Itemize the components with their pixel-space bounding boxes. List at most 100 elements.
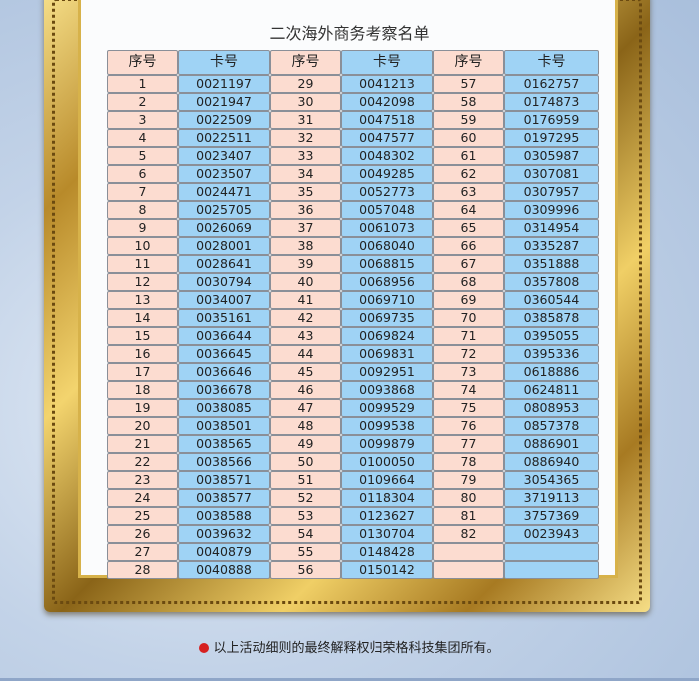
- seq-cell: 27: [107, 543, 178, 561]
- card-number-cell: 0023943: [504, 525, 599, 543]
- table-row: 25 0038588 53 0123627 81 3757369: [107, 507, 599, 525]
- seq-cell: 71: [433, 327, 504, 345]
- seq-cell: 20: [107, 417, 178, 435]
- seq-cell: 54: [270, 525, 341, 543]
- card-number-cell: 0025705: [178, 201, 270, 219]
- table-row: 1 0021197 29 0041213 57 0162757: [107, 75, 599, 93]
- seq-cell: 64: [433, 201, 504, 219]
- table-row: 14 0035161 42 0069735 70 0385878: [107, 309, 599, 327]
- footer-text: 以上活动细则的最终解释权归荣格科技集团所有。: [213, 641, 500, 656]
- card-number-cell: 0174873: [504, 93, 599, 111]
- seq-cell: 37: [270, 219, 341, 237]
- footer-note: 以上活动细则的最终解释权归荣格科技集团所有。: [0, 637, 699, 656]
- card-number-cell: 0028001: [178, 237, 270, 255]
- card-number-cell: 0041213: [341, 75, 433, 93]
- table-row: 19 0038085 47 0099529 75 0808953: [107, 399, 599, 417]
- card-number-cell: 0314954: [504, 219, 599, 237]
- table-row: 2 0021947 30 0042098 58 0174873: [107, 93, 599, 111]
- card-number-cell: 0069824: [341, 327, 433, 345]
- table-row: 20 0038501 48 0099538 76 0857378: [107, 417, 599, 435]
- table-row: 22 0038566 50 0100050 78 0886940: [107, 453, 599, 471]
- seq-cell: 13: [107, 291, 178, 309]
- card-number-cell: 0335287: [504, 237, 599, 255]
- seq-cell: 76: [433, 417, 504, 435]
- seq-cell: 7: [107, 183, 178, 201]
- card-number-cell: 0052773: [341, 183, 433, 201]
- table-row: 6 0023507 34 0049285 62 0307081: [107, 165, 599, 183]
- table-row: 5 0023407 33 0048302 61 0305987: [107, 147, 599, 165]
- seq-cell: 69: [433, 291, 504, 309]
- seq-cell: 9: [107, 219, 178, 237]
- table-row: 10 0028001 38 0068040 66 0335287: [107, 237, 599, 255]
- seq-cell: 65: [433, 219, 504, 237]
- seq-cell: 49: [270, 435, 341, 453]
- seq-cell: 70: [433, 309, 504, 327]
- card-number-cell: 0030794: [178, 273, 270, 291]
- seq-cell: 53: [270, 507, 341, 525]
- card-number-cell: 0395055: [504, 327, 599, 345]
- card-number-cell: 0022509: [178, 111, 270, 129]
- seq-cell: 66: [433, 237, 504, 255]
- card-number-cell: 0021947: [178, 93, 270, 111]
- card-number-cell: 0099529: [341, 399, 433, 417]
- seq-cell: 11: [107, 255, 178, 273]
- seq-cell: 40: [270, 273, 341, 291]
- card-number-cell: 0069831: [341, 345, 433, 363]
- seq-cell: 33: [270, 147, 341, 165]
- header-seq: 序号: [107, 50, 178, 75]
- seq-cell: 58: [433, 93, 504, 111]
- card-number-cell: 0068815: [341, 255, 433, 273]
- table-row: 26 0039632 54 0130704 82 0023943: [107, 525, 599, 543]
- card-number-cell: 0624811: [504, 381, 599, 399]
- seq-cell: 51: [270, 471, 341, 489]
- table-row: 16 0036645 44 0069831 72 0395336: [107, 345, 599, 363]
- card-number-cell: 0307081: [504, 165, 599, 183]
- table-row: 3 0022509 31 0047518 59 0176959: [107, 111, 599, 129]
- seq-cell: 8: [107, 201, 178, 219]
- card-number-cell: 0092951: [341, 363, 433, 381]
- card-number-cell: 0023507: [178, 165, 270, 183]
- seq-cell: 43: [270, 327, 341, 345]
- seq-cell: 44: [270, 345, 341, 363]
- seq-cell: 28: [107, 561, 178, 579]
- card-number-cell: 0307957: [504, 183, 599, 201]
- card-number-cell: 0039632: [178, 525, 270, 543]
- card-number-cell: 0038588: [178, 507, 270, 525]
- seq-cell: 79: [433, 471, 504, 489]
- card-number-cell: 0123627: [341, 507, 433, 525]
- card-number-cell: 0357808: [504, 273, 599, 291]
- table-row: 8 0025705 36 0057048 64 0309996: [107, 201, 599, 219]
- card-number-cell: 0036644: [178, 327, 270, 345]
- seq-cell: 3: [107, 111, 178, 129]
- card-number-cell: 0042098: [341, 93, 433, 111]
- card-number-cell: 0309996: [504, 201, 599, 219]
- card-number-cell: 0886940: [504, 453, 599, 471]
- seq-cell: 34: [270, 165, 341, 183]
- header-seq: 序号: [270, 50, 341, 75]
- seq-cell: 25: [107, 507, 178, 525]
- seq-cell: 36: [270, 201, 341, 219]
- card-number-cell: 0022511: [178, 129, 270, 147]
- card-number-cell: 0040879: [178, 543, 270, 561]
- seq-cell: 62: [433, 165, 504, 183]
- card-number-cell: 0034007: [178, 291, 270, 309]
- table-row: 9 0026069 37 0061073 65 0314954: [107, 219, 599, 237]
- card-number-cell: 0061073: [341, 219, 433, 237]
- card-number-cell: 0038577: [178, 489, 270, 507]
- seq-cell: 45: [270, 363, 341, 381]
- card-number-cell: 0049285: [341, 165, 433, 183]
- seq-cell: 68: [433, 273, 504, 291]
- card-number-cell: 0618886: [504, 363, 599, 381]
- card-number-cell: 0035161: [178, 309, 270, 327]
- bullet-icon: [199, 643, 210, 653]
- page-title: 二次海外商务考察名单: [269, 24, 430, 43]
- card-number-cell: 0093868: [341, 381, 433, 399]
- seq-cell: 26: [107, 525, 178, 543]
- seq-cell: 18: [107, 381, 178, 399]
- seq-cell: 73: [433, 363, 504, 381]
- table-row: 12 0030794 40 0068956 68 0357808: [107, 273, 599, 291]
- card-list-table: 序号 卡号 序号 卡号 序号 卡号 1 0021197 29 0041213 57 0162757 2…: [107, 50, 599, 579]
- seq-cell: 72: [433, 345, 504, 363]
- table-row: 18 0036678 46 0093868 74 0624811: [107, 381, 599, 399]
- card-number-cell: 0068956: [341, 273, 433, 291]
